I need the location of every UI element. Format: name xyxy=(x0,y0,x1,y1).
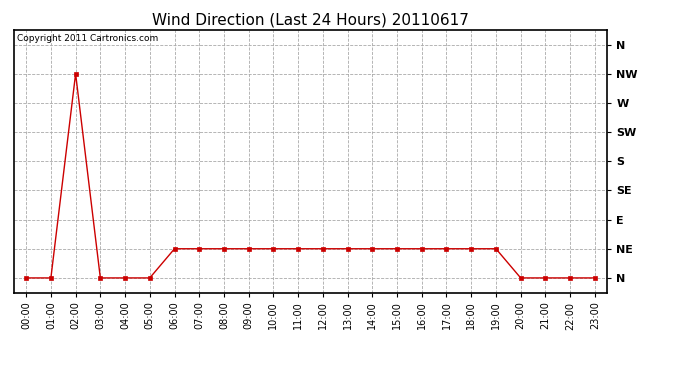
Title: Wind Direction (Last 24 Hours) 20110617: Wind Direction (Last 24 Hours) 20110617 xyxy=(152,12,469,27)
Text: Copyright 2011 Cartronics.com: Copyright 2011 Cartronics.com xyxy=(17,34,158,43)
